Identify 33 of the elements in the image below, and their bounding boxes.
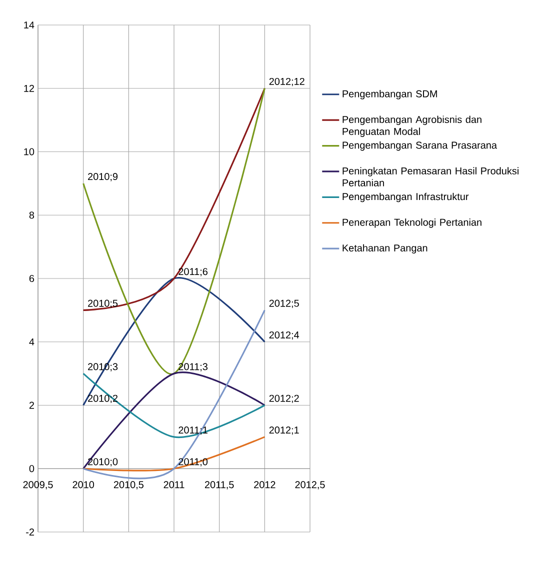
x-tick-label: 2010,5 bbox=[114, 481, 144, 490]
y-tick-label: 2 bbox=[29, 402, 34, 409]
annotation: 2012;12 bbox=[269, 78, 304, 86]
legend-label: Pengembangan SDM bbox=[342, 90, 437, 100]
legend-label: Peningkatan Pemasaran Hasil Produksi Pertanian bbox=[342, 167, 518, 186]
legend-label: Pengembangan Agrobisnis dan Penguatan Modal bbox=[342, 116, 482, 137]
x-tick-label: 2011,5 bbox=[204, 481, 234, 490]
legend-label: Pengembangan Infrastruktur bbox=[342, 192, 469, 202]
legend-label: Pengembangan Sarana Prasarana bbox=[342, 141, 497, 151]
x-tick-label: 2009,5 bbox=[23, 481, 53, 490]
annotation: 2011;1 bbox=[178, 426, 208, 435]
annotation: 2012;5 bbox=[269, 300, 299, 308]
y-tick-label: 8 bbox=[29, 212, 34, 219]
x-tick-label: 2012,5 bbox=[295, 481, 325, 490]
y-tick-label: 4 bbox=[29, 338, 34, 346]
annotation: 2010;9 bbox=[88, 173, 118, 182]
legend-label: Ketahanan Pangan bbox=[342, 244, 428, 254]
y-tick-label: -2 bbox=[26, 528, 34, 536]
annotation: 2010;5 bbox=[88, 300, 118, 308]
annotation: 2010;0 bbox=[88, 458, 118, 466]
y-tick-label: 0 bbox=[29, 465, 34, 472]
annotation: 2012;1 bbox=[269, 426, 299, 435]
x-tick-label: 2011 bbox=[164, 481, 184, 488]
y-tick-label: 14 bbox=[24, 22, 34, 28]
annotation: 2011;6 bbox=[178, 268, 208, 276]
legend-label: Penerapan Teknologi Pertanian bbox=[342, 218, 482, 228]
x-tick-label: 2010 bbox=[72, 481, 94, 488]
y-tick-label: 10 bbox=[24, 148, 34, 156]
annotation: 2012;4 bbox=[269, 331, 300, 340]
x-tick-label: 2012 bbox=[254, 481, 276, 488]
annotation: 2012;2 bbox=[269, 394, 299, 404]
y-tick-label: 12 bbox=[24, 84, 34, 92]
y-tick-label: 6 bbox=[29, 274, 34, 282]
